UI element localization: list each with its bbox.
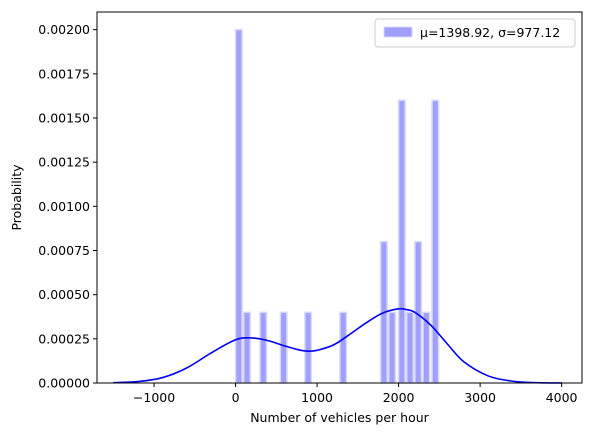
x-tick-label: 4000 bbox=[546, 390, 578, 405]
x-tick-label: 0 bbox=[232, 390, 240, 405]
histogram-bar bbox=[397, 99, 406, 384]
plot-frame bbox=[96, 11, 583, 384]
y-tick-label: 0.00125 bbox=[38, 155, 90, 170]
x-tick-label: 1000 bbox=[301, 390, 333, 405]
histogram-bar bbox=[234, 28, 243, 384]
histogram-bar bbox=[339, 311, 348, 384]
x-tick-label: −1000 bbox=[133, 390, 175, 405]
histogram-bar bbox=[279, 311, 288, 384]
histogram-bar bbox=[259, 311, 268, 384]
x-axis-label: Number of vehicles per hour bbox=[250, 410, 429, 425]
legend-swatch bbox=[383, 26, 413, 38]
histogram-bar bbox=[242, 311, 251, 384]
legend-label: μ=1398.92, σ=977.12 bbox=[420, 25, 560, 40]
kde-curve bbox=[113, 307, 562, 384]
legend-box bbox=[374, 18, 576, 48]
y-tick-label: 0.00100 bbox=[38, 199, 90, 214]
y-axis-ticks: 0.00000 0.00025 0.00050 0.00075 0.00100 0.001… bbox=[38, 22, 97, 391]
y-tick-label: 0.00150 bbox=[38, 111, 90, 126]
y-tick-label: 0.00175 bbox=[38, 66, 90, 81]
x-tick-label: 3000 bbox=[464, 390, 496, 405]
y-tick-label: 0.00200 bbox=[38, 22, 90, 37]
y-tick-label: 0.00050 bbox=[38, 287, 90, 302]
legend: μ=1398.92, σ=977.12 bbox=[374, 18, 576, 48]
x-axis-ticks: −1000 0 1000 2000 3000 4000 bbox=[133, 383, 578, 405]
histogram-bars bbox=[234, 28, 440, 384]
y-axis-label: Probability bbox=[9, 164, 24, 231]
y-tick-label: 0.00075 bbox=[38, 243, 90, 258]
histogram-bar bbox=[388, 311, 397, 384]
histogram-bar bbox=[304, 311, 313, 384]
x-tick-label: 2000 bbox=[383, 390, 415, 405]
y-tick-label: 0.00025 bbox=[38, 331, 90, 346]
histogram-bar bbox=[405, 311, 415, 384]
histogram-bar bbox=[431, 99, 440, 384]
y-tick-label: 0.00000 bbox=[38, 376, 90, 391]
